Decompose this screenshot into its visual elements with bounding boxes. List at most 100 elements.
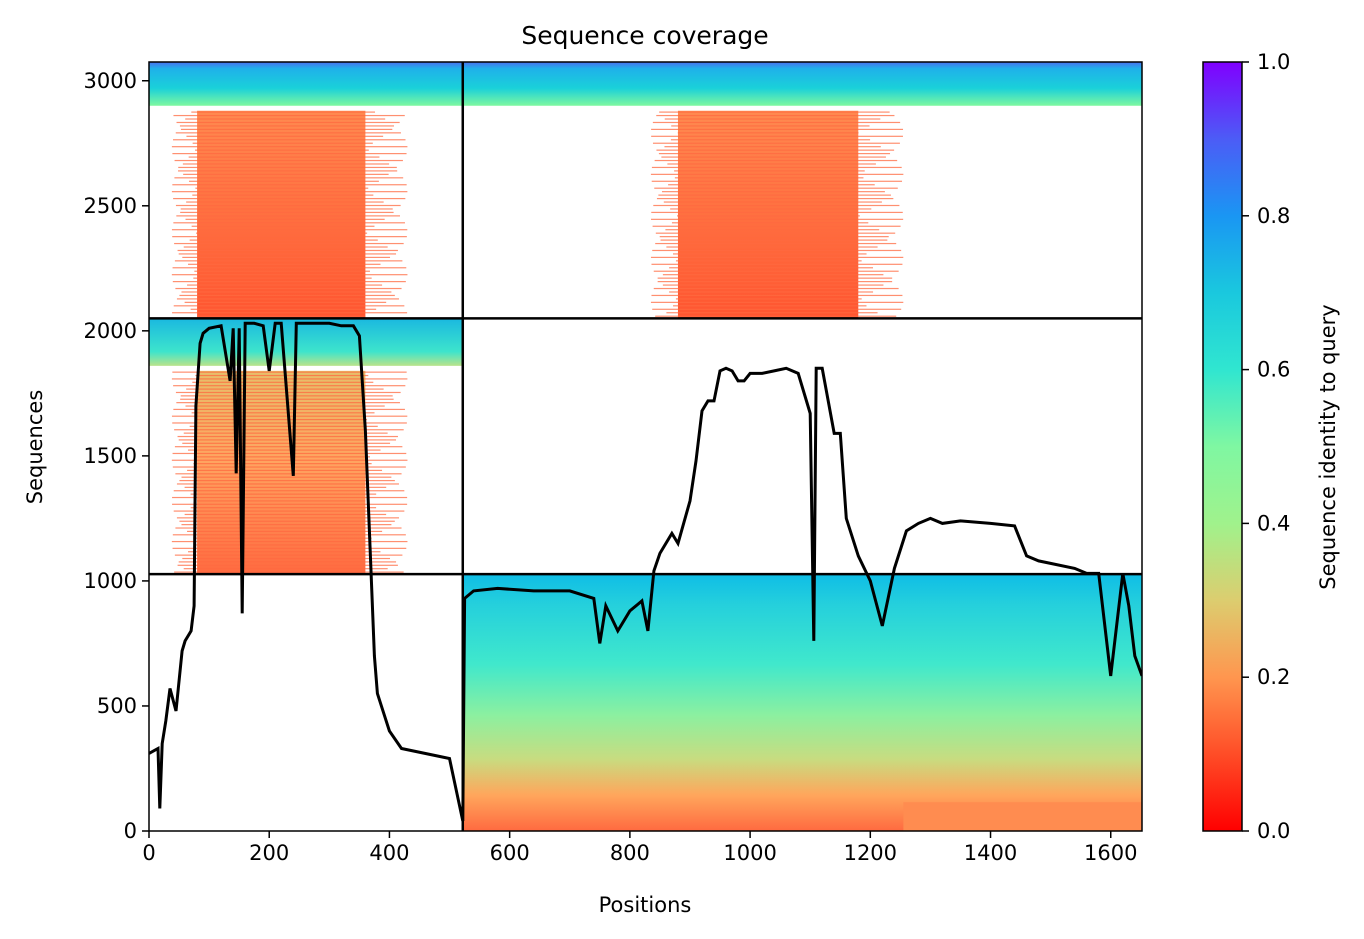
alignment-streak [662, 284, 884, 286]
alignment-streak [196, 232, 368, 234]
alignment-streak [187, 530, 383, 533]
y-axis-label: Sequences [23, 390, 47, 505]
alignment-streak [175, 473, 402, 475]
x-tick-label: 200 [249, 841, 289, 865]
alignment-streak [176, 298, 399, 300]
alignment-streak [677, 215, 860, 217]
alignment-streak [178, 439, 397, 441]
alignment-streak [172, 496, 408, 499]
alignment-streak [656, 149, 895, 151]
alignment-streak [657, 277, 893, 279]
alignment-streak [194, 270, 370, 272]
heatmap-block [462, 574, 1142, 831]
alignment-streak [181, 476, 392, 478]
alignment-streak [174, 260, 403, 262]
alignment-streak [171, 229, 408, 231]
alignment-streak [171, 274, 408, 276]
alignment-streak [187, 469, 383, 472]
alignment-streak [667, 163, 876, 165]
alignment-streak [176, 215, 400, 217]
x-tick-label: 1600 [1084, 841, 1137, 865]
alignment-streak [173, 139, 406, 141]
alignment-streak [172, 503, 408, 505]
alignment-streak [652, 249, 902, 252]
alignment-streak [183, 568, 388, 570]
alignment-streak [172, 312, 408, 314]
alignment-streak [172, 281, 406, 283]
y-tick-label: 0 [124, 819, 137, 843]
alignment-streak [656, 197, 894, 200]
alignment-streak [194, 456, 371, 458]
alignment-streak [188, 180, 379, 182]
x-tick-label: 1000 [723, 841, 776, 865]
alignment-streak [677, 132, 859, 134]
alignment-streak [670, 208, 872, 210]
y-tick-label: 3000 [84, 69, 137, 93]
alignment-streak [669, 291, 874, 293]
alignment-streak [652, 142, 900, 144]
x-axis-label: Positions [599, 893, 692, 917]
alignment-streak [666, 246, 878, 248]
chart-title: Sequence coverage [521, 21, 768, 50]
colorbar-tick-label: 0.8 [1257, 204, 1290, 228]
alignment-streak [670, 139, 871, 141]
alignment-streak [188, 551, 381, 553]
y-tick-label: 500 [97, 694, 137, 718]
alignment-streak [666, 312, 878, 314]
alignment-streak [176, 483, 399, 485]
alignment-streak [188, 156, 380, 158]
alignment-streak [172, 236, 407, 238]
x-tick-label: 1200 [844, 841, 897, 865]
colorbar-tick-label: 0.6 [1257, 358, 1290, 382]
alignment-streak [654, 187, 898, 189]
alignment-streak [191, 111, 376, 113]
alignment-streak [664, 118, 881, 120]
y-tick-label: 2500 [84, 194, 137, 218]
y-tick-label: 2000 [84, 319, 137, 343]
alignment-streak [172, 534, 406, 536]
alignment-streak [185, 118, 386, 120]
alignment-streak [197, 315, 366, 317]
alignment-streak [190, 308, 377, 310]
alignment-streak [652, 225, 901, 227]
alignment-streak [193, 537, 372, 539]
alignment-streak [185, 218, 385, 220]
alignment-streak [179, 125, 395, 127]
plot-frame [148, 61, 1143, 832]
alignment-streak [173, 510, 405, 512]
low-identity-region [903, 802, 1142, 831]
alignment-streak [175, 287, 402, 290]
x-tick-label: 400 [369, 841, 409, 865]
alignment-streak [651, 294, 903, 297]
alignment-streak [181, 524, 392, 526]
alignment-streak [653, 204, 900, 207]
alignment-streak [189, 239, 378, 241]
x-tick-label: 1400 [964, 841, 1017, 865]
alignment-streak [651, 180, 903, 182]
alignment-streak [180, 128, 393, 130]
alignment-streak [183, 432, 388, 434]
alignment-streak [671, 125, 870, 127]
alignment-streak [655, 232, 896, 234]
alignment-streak [177, 564, 398, 566]
coverage-line [149, 321, 1142, 822]
alignment-streak [180, 208, 393, 210]
alignment-streak [178, 253, 397, 255]
alignment-streak [197, 500, 366, 502]
alignment-streak [652, 121, 901, 124]
alignment-streak [655, 242, 897, 245]
coverage-heatmap [149, 62, 1142, 831]
colorbar [1202, 61, 1243, 832]
alignment-streak [173, 385, 406, 387]
alignment-streak [660, 239, 888, 241]
alignment-streak [180, 211, 394, 214]
alignment-streak [174, 571, 404, 573]
alignment-streak [659, 236, 889, 238]
alignment-streak [675, 260, 862, 262]
alignment-streak [173, 305, 405, 307]
colorbar-tick-label: 0.4 [1257, 511, 1290, 535]
alignment-streak [182, 163, 390, 165]
alignment-streak [174, 177, 404, 179]
alignment-streak [179, 294, 395, 297]
alignment-streak [172, 184, 407, 186]
